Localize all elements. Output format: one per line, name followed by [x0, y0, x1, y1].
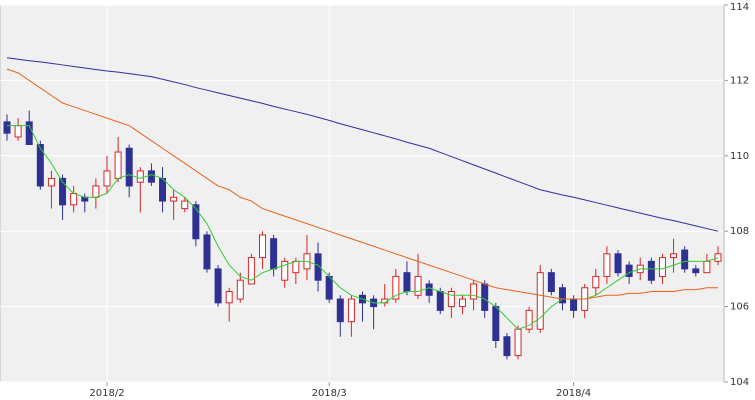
candle-body — [14, 125, 22, 138]
candle-body — [403, 272, 411, 293]
candle-body — [481, 283, 489, 311]
y-tick-label: 104 — [730, 377, 749, 388]
candle-body — [547, 272, 555, 293]
candle-body — [614, 253, 622, 274]
candle-body — [225, 291, 233, 304]
candle-body — [170, 196, 178, 202]
moving-average-line — [7, 125, 719, 330]
candle-body — [347, 298, 355, 323]
candle-body — [603, 253, 611, 277]
candle-body — [59, 177, 67, 206]
candle-body — [436, 291, 444, 311]
candle-body — [81, 196, 89, 202]
candle-body — [159, 177, 167, 202]
candle-body — [281, 260, 289, 281]
candle-body — [470, 283, 478, 300]
x-tick-label: 2018/3 — [312, 388, 347, 399]
candle-body — [414, 275, 422, 296]
candle-body — [458, 298, 466, 308]
y-tick-label: 106 — [730, 302, 749, 313]
candle-body — [203, 234, 211, 270]
candle-body — [214, 268, 222, 304]
candle-body — [670, 253, 678, 259]
y-tick-label: 114 — [730, 2, 749, 13]
candle-body — [92, 185, 100, 198]
candle-body — [625, 264, 633, 277]
candle-body — [703, 260, 711, 274]
moving-average-line — [6, 57, 719, 232]
candle-body — [336, 298, 344, 323]
candle-body — [47, 177, 55, 187]
candle-body — [270, 238, 278, 270]
candle-body — [103, 170, 111, 187]
candle-body — [658, 257, 666, 277]
candle-body — [247, 257, 255, 285]
candle-body — [136, 170, 144, 183]
plot-area — [0, 4, 725, 383]
candle-body — [447, 291, 455, 308]
candle-body — [325, 275, 333, 300]
candle-body — [70, 193, 78, 206]
candle-body — [259, 234, 267, 259]
candle-body — [236, 279, 244, 300]
candle-body — [525, 309, 533, 330]
x-tick-label: 2018/4 — [556, 388, 591, 399]
candle-body — [125, 147, 133, 187]
candle-body — [114, 151, 122, 179]
candle-body — [514, 328, 522, 357]
candle-body — [558, 287, 566, 304]
candle-body — [36, 143, 44, 187]
x-tick-label: 2018/2 — [89, 388, 124, 399]
candle-body — [25, 121, 33, 145]
candle-body — [536, 272, 544, 330]
candle-body — [692, 268, 700, 274]
y-tick-label: 112 — [730, 75, 749, 86]
candle-body — [192, 204, 200, 240]
y-tick-label: 108 — [730, 226, 749, 237]
candle-body — [292, 260, 300, 274]
candle-body — [592, 275, 600, 289]
candle-body — [181, 200, 189, 210]
y-tick-label: 110 — [730, 151, 749, 162]
candle-body — [647, 260, 655, 281]
candle-body — [570, 298, 578, 311]
candle-body — [392, 275, 400, 300]
candle-body — [681, 249, 689, 270]
candle-body — [425, 283, 433, 296]
candle-body — [3, 121, 11, 134]
candle-body — [492, 306, 500, 342]
candle-body — [314, 253, 322, 281]
moving-average-line — [6, 68, 718, 300]
candle-body — [147, 170, 155, 183]
candle-body — [503, 336, 511, 357]
